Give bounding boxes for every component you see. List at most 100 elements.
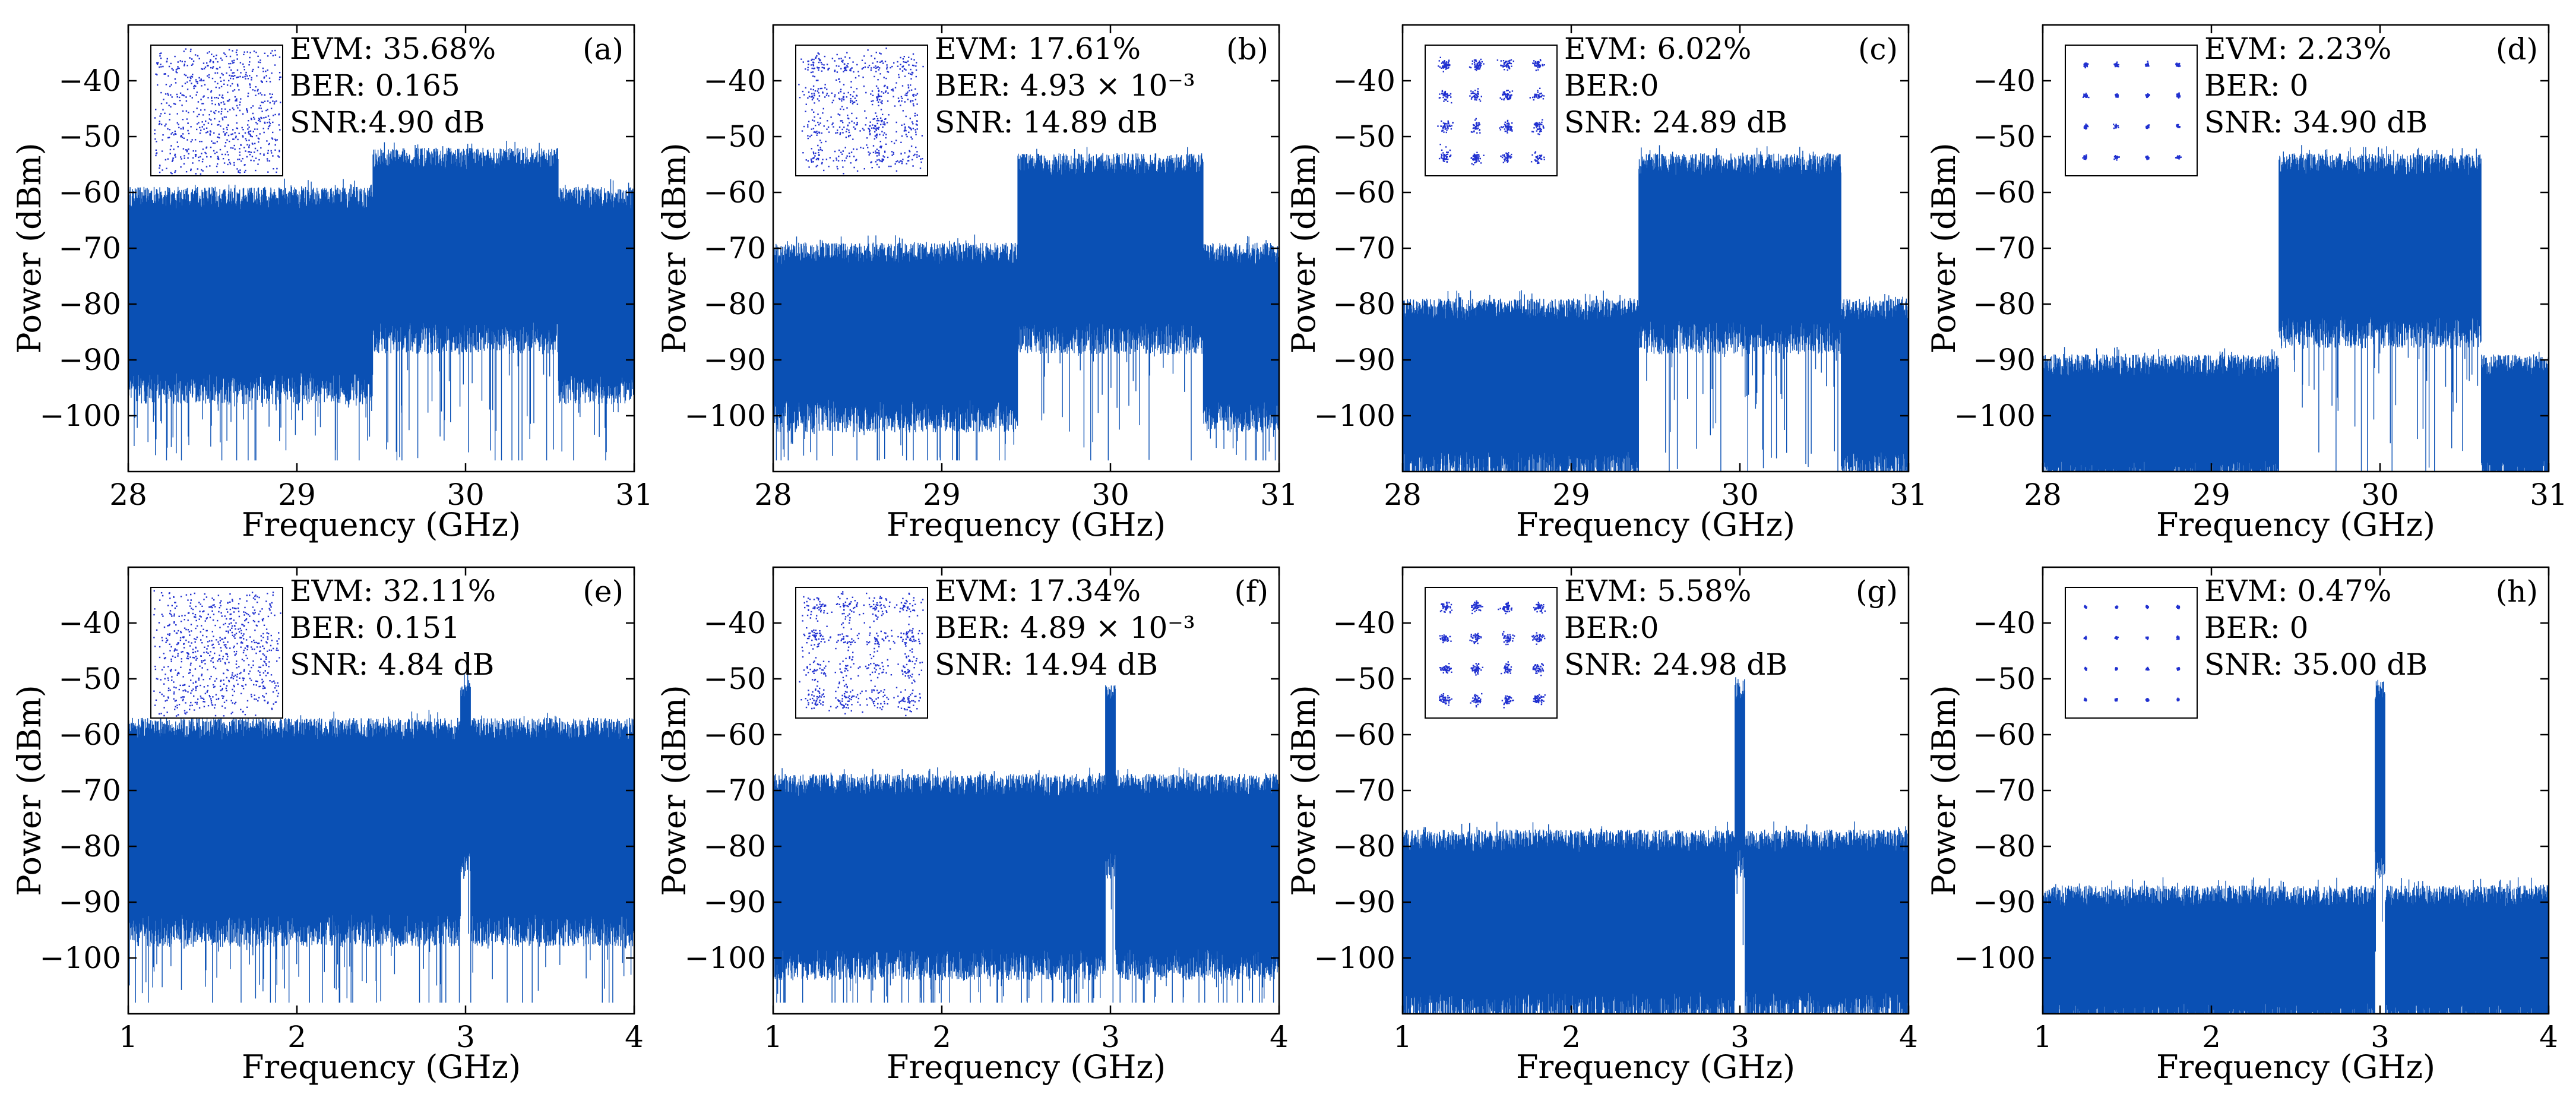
y-tick-label: −90: [703, 885, 766, 919]
constellation-points: [153, 590, 281, 717]
y-tick-label: −60: [58, 717, 121, 752]
metric-text: BER:0: [1564, 611, 1659, 645]
metric-text: BER: 0.151: [290, 611, 460, 645]
x-axis-label: Frequency (GHz): [887, 506, 1166, 543]
y-tick-label: −80: [703, 829, 766, 864]
x-tick-label: 3: [456, 1020, 475, 1054]
y-tick-label: −50: [1333, 662, 1395, 696]
metric-text: EVM: 0.47%: [2204, 574, 2391, 608]
y-tick-label: −70: [1973, 231, 2036, 265]
y-tick-label: −70: [1973, 773, 2036, 808]
y-tick-label: −40: [1333, 64, 1395, 98]
y-tick-label: −50: [703, 119, 766, 154]
x-tick-label: 4: [2539, 1020, 2558, 1054]
x-tick-label: 29: [2192, 478, 2230, 512]
y-axis-label: Power (dBm): [1925, 143, 1963, 353]
x-tick-label: 4: [1270, 1020, 1289, 1054]
panel-b: −40 −50 −60 −70 −80 −90 −100 28 29 30 31 Frequency …: [656, 24, 1298, 543]
metric-text: EVM: 32.11%: [290, 574, 496, 608]
metric-text: SNR:4.90 dB: [290, 105, 485, 140]
x-tick-label: 31: [2530, 478, 2568, 512]
y-tick-label: −90: [58, 343, 121, 377]
panel-e: −40 −50 −60 −70 −80 −90 −100 1 2 3 4 Frequency (GHz…: [11, 566, 644, 1086]
y-tick-label: −40: [1333, 606, 1395, 640]
panel-label: (b): [1226, 32, 1268, 67]
y-tick-label: −100: [1954, 399, 2036, 433]
y-tick-label: −100: [685, 399, 766, 433]
y-tick-label: −40: [1973, 64, 2036, 98]
metric-text: BER:0: [1564, 68, 1659, 103]
y-tick-label: −70: [58, 231, 121, 265]
metric-text: SNR: 14.94 dB: [935, 647, 1158, 682]
constellation-points: [1437, 56, 1545, 166]
constellation-points: [1439, 600, 1546, 709]
panel-label: (f): [1234, 574, 1268, 609]
y-axis-label: Power (dBm): [1285, 685, 1322, 896]
y-tick-label: −100: [40, 399, 121, 433]
y-axis-label: Power (dBm): [656, 143, 693, 353]
x-tick-label: 30: [1721, 478, 1759, 512]
y-tick-label: −100: [1314, 941, 1395, 975]
spectrum-trace: [2043, 679, 2549, 1014]
x-tick-label: 2: [932, 1020, 951, 1054]
y-tick-label: −90: [1973, 343, 2036, 377]
y-tick-label: −100: [1314, 399, 1395, 433]
y-tick-label: −50: [1973, 662, 2036, 696]
x-tick-label: 28: [109, 478, 147, 512]
constellation-inset: [2065, 587, 2198, 719]
y-tick-label: −60: [703, 175, 766, 210]
x-axis-label: Frequency (GHz): [242, 1048, 521, 1086]
y-tick-label: −40: [703, 606, 766, 640]
spectrum-trace: [773, 147, 1279, 461]
panel-label: (a): [583, 32, 624, 67]
x-tick-label: 4: [1899, 1020, 1918, 1054]
y-tick-label: −70: [703, 773, 766, 808]
x-tick-label: 31: [1260, 478, 1298, 512]
y-axis-label: Power (dBm): [11, 685, 48, 896]
x-tick-label: 28: [754, 478, 792, 512]
x-tick-label: 2: [287, 1020, 306, 1054]
x-tick-label: 30: [1091, 478, 1129, 512]
panel-label: (g): [1856, 574, 1898, 609]
panel-label: (d): [2496, 32, 2538, 67]
metric-text: BER: 4.89 × 10⁻³: [935, 611, 1195, 645]
constellation-points: [154, 48, 281, 175]
metric-text: EVM: 6.02%: [1564, 31, 1751, 66]
y-tick-label: −80: [1333, 287, 1395, 321]
y-tick-label: −80: [58, 287, 121, 321]
x-axis-label: Frequency (GHz): [1516, 1048, 1795, 1086]
y-axis-label: Power (dBm): [1285, 143, 1322, 353]
metric-text: SNR: 34.90 dB: [2204, 105, 2428, 140]
metric-text: EVM: 17.61%: [935, 31, 1141, 66]
y-tick-label: −50: [58, 662, 121, 696]
y-tick-label: −50: [1973, 119, 2036, 154]
x-tick-label: 3: [2371, 1020, 2390, 1054]
metric-text: BER: 4.93 × 10⁻³: [935, 68, 1195, 103]
y-axis-label: Power (dBm): [11, 143, 48, 353]
panel-label: (e): [583, 574, 624, 609]
y-tick-label: −100: [1954, 941, 2036, 975]
x-tick-label: 31: [1890, 478, 1928, 512]
x-tick-label: 2: [2202, 1020, 2221, 1054]
panel-d: −40 −50 −60 −70 −80 −90 −100 28 29 30 31 Frequency …: [1925, 24, 2568, 543]
y-tick-label: −90: [703, 343, 766, 377]
spectrum-trace: [2043, 145, 2549, 472]
panel-h: −40 −50 −60 −70 −80 −90 −100 1 2 3 4 Frequency (GHz…: [1925, 566, 2558, 1086]
spectrum-trace: [1403, 145, 1909, 472]
y-tick-label: −60: [1333, 175, 1395, 210]
panel-c: −40 −50 −60 −70 −80 −90 −100 28 29 30 31 Frequency …: [1285, 24, 1928, 543]
y-tick-label: −40: [1973, 606, 2036, 640]
y-tick-label: −70: [703, 231, 766, 265]
metric-text: SNR: 24.89 dB: [1564, 105, 1787, 140]
x-tick-label: 29: [278, 478, 316, 512]
y-tick-label: −70: [1333, 231, 1395, 265]
x-tick-label: 30: [447, 478, 485, 512]
y-tick-label: −80: [1333, 829, 1395, 864]
metric-text: SNR: 4.84 dB: [290, 647, 494, 682]
metric-text: EVM: 2.23%: [2204, 31, 2391, 66]
y-axis-label: Power (dBm): [1925, 685, 1963, 896]
spectrum-trace: [773, 685, 1279, 1003]
y-tick-label: −90: [1973, 885, 2036, 919]
y-tick-label: −60: [1973, 175, 2036, 210]
